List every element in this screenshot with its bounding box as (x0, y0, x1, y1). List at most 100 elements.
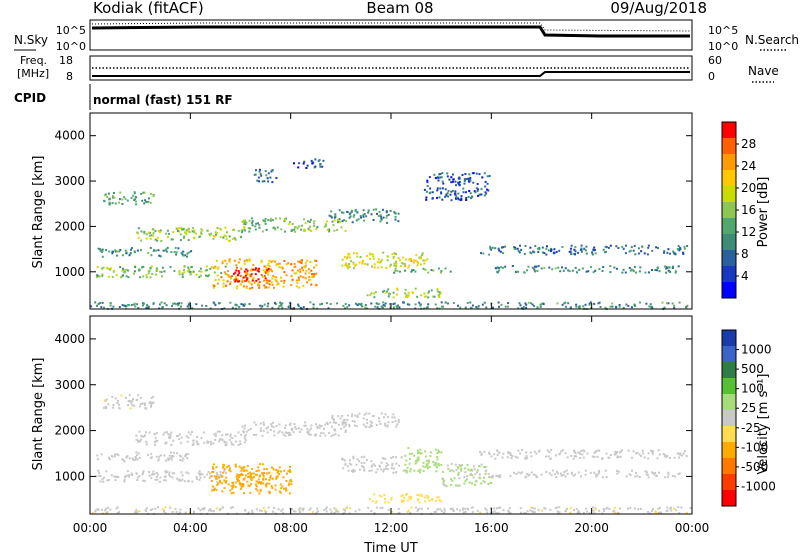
velocity-cell-498 (242, 466, 245, 469)
power-cell-1471 (611, 302, 614, 305)
velocity-cell-873 (454, 463, 457, 466)
power-cell-747 (329, 215, 332, 218)
power-cell-643 (303, 218, 305, 221)
velocity-cell-98 (171, 472, 174, 475)
power-cell-383 (299, 270, 302, 273)
power-cell-701 (261, 180, 264, 183)
velocity-cell-1102 (516, 456, 519, 459)
velocity-cell-398 (215, 466, 218, 469)
velocity-cell-613 (281, 431, 284, 434)
power-cell-1577 (402, 301, 405, 304)
power-cell-624 (296, 227, 299, 230)
freq-label: Freq. (20, 54, 47, 67)
power-cell-1567 (396, 306, 399, 309)
velocity-ytick-label-1: 3000 (54, 378, 85, 392)
power-cell-1585 (178, 302, 180, 305)
velocity-cell-1029 (483, 450, 486, 453)
power-cell-903 (373, 296, 376, 299)
power-cell-263 (212, 234, 215, 237)
velocity-cell-1118 (580, 475, 582, 478)
velocity-cell-508 (244, 474, 247, 477)
power-cell-558 (237, 270, 240, 273)
power-cell-56 (205, 269, 208, 272)
velocity-cell-685 (368, 412, 371, 415)
power-cell-508 (305, 269, 308, 272)
velocity-cell-543 (241, 425, 244, 428)
velocity-cell-1043 (497, 451, 500, 454)
velocity-cell-711 (356, 458, 359, 461)
power-cell-1205 (541, 246, 544, 249)
power-cell-305 (216, 227, 219, 230)
velocity-cell-1457 (456, 508, 459, 511)
velocity-cell-719 (385, 462, 388, 465)
velocity-cell-649 (384, 424, 387, 427)
velocity-cell-564 (343, 426, 346, 429)
velocity-cell-727 (370, 460, 373, 463)
power-cell-1416 (142, 302, 144, 305)
power-cell-848 (386, 259, 389, 262)
velocity-cell-1359 (577, 510, 580, 512)
velocity-cell-420 (243, 492, 245, 495)
velocity-cell-885 (469, 469, 472, 472)
power-cell-1533 (123, 304, 125, 307)
power-cell-455 (246, 260, 249, 263)
power-cell-695 (259, 173, 262, 175)
velocity-cell-534 (249, 475, 252, 478)
power-cell-1234 (663, 251, 665, 254)
velocity-cell-663 (394, 420, 397, 423)
power-cell-850 (346, 255, 349, 258)
velocity-cell-1476 (323, 509, 326, 511)
velocity-cell-268 (244, 439, 247, 442)
power-colorbar-swatch-4 (722, 186, 736, 203)
power-cell-1000 (444, 195, 447, 198)
power-cell-343 (302, 269, 305, 272)
power-cell-1052 (455, 184, 457, 187)
power-cell-756 (350, 210, 353, 213)
velocity-cell-982 (673, 456, 676, 459)
power-cell-647 (307, 220, 310, 223)
velocity-cell-1176 (597, 472, 600, 475)
velocity-cell-100 (105, 470, 108, 473)
velocity-cell-377 (225, 480, 228, 482)
power-cell-342 (272, 274, 275, 277)
power-cell-539 (308, 276, 311, 279)
velocity-cell-1355 (520, 511, 523, 514)
velocity-cell-1473 (613, 506, 616, 509)
power-cell-1226 (682, 252, 685, 255)
velocity-cell-1485 (192, 510, 195, 513)
velocity-cell-128 (150, 453, 153, 456)
power-cell-984 (436, 187, 439, 190)
power-cell-1609 (130, 304, 133, 306)
power-cell-720 (314, 165, 317, 168)
power-cell-495 (243, 262, 246, 265)
power-cell-163 (158, 254, 161, 257)
power-cell-691 (271, 181, 274, 184)
velocity-cell-1343 (497, 511, 500, 514)
power-cell-45 (96, 276, 99, 279)
power-cell-808 (416, 264, 419, 267)
power-cell-1548 (440, 301, 443, 304)
power-cell-325 (147, 231, 150, 234)
velocity-cell-713 (370, 469, 373, 472)
power-cell-1402 (229, 301, 232, 304)
velocity-cell-784 (409, 468, 412, 471)
power-cell-1221 (574, 250, 577, 253)
power-cell-141 (190, 250, 193, 253)
velocity-cell-1094 (488, 451, 491, 454)
velocity-cell-1114 (663, 455, 666, 458)
power-cell-966 (396, 269, 399, 272)
velocity-cell-736 (363, 461, 366, 464)
power-cell-146 (125, 250, 128, 253)
velocity-cell-930 (483, 466, 486, 468)
velocity-cell-1084 (640, 455, 643, 458)
velocity-cell-123 (179, 459, 182, 461)
velocity-cell-390 (285, 488, 288, 491)
power-cell-422 (253, 281, 256, 284)
velocity-cell-531 (232, 484, 235, 487)
velocity-cell-245 (200, 437, 203, 439)
velocity-cell-273 (167, 433, 170, 436)
velocity-cell-411 (263, 468, 266, 471)
power-cell-572 (245, 278, 248, 281)
power-cell-246 (178, 230, 181, 233)
velocity-cell-1306 (541, 509, 544, 512)
